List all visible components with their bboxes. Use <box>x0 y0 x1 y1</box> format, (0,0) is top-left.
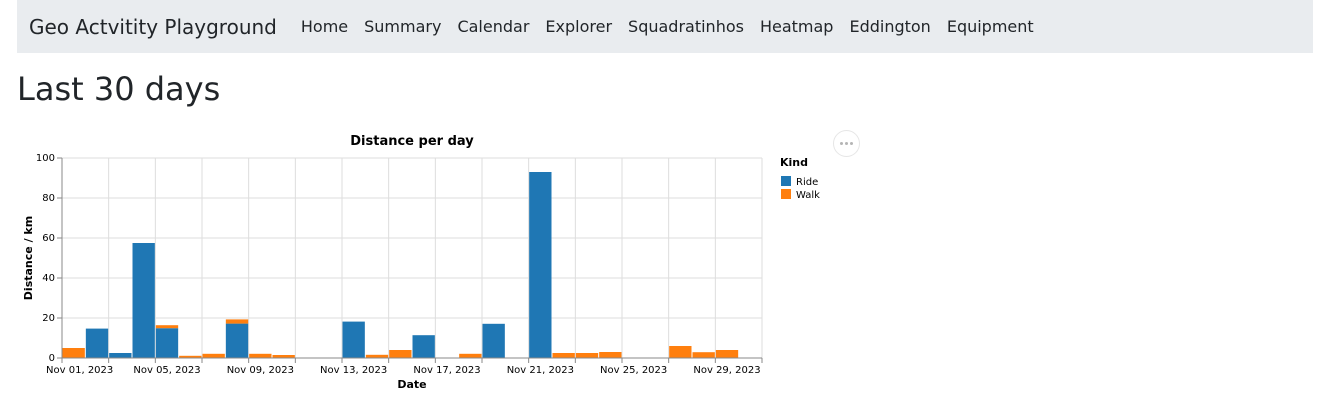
legend-label-ride: Ride <box>796 177 818 188</box>
bar-ride <box>155 328 179 358</box>
nav-equipment[interactable]: Equipment <box>946 17 1034 36</box>
nav-links: Home Summary Calendar Explorer Squadrati… <box>293 17 1042 36</box>
x-tick-label: Nov 09, 2023 <box>227 365 294 376</box>
bar-walk <box>599 352 622 358</box>
y-tick-label: 0 <box>49 353 55 364</box>
chart-title: Distance per day <box>350 134 474 149</box>
y-axis-title: Distance / km <box>22 216 35 300</box>
x-tick-label: Nov 17, 2023 <box>413 365 480 376</box>
page-title: Last 30 days <box>17 70 221 108</box>
bar-ride <box>412 335 435 358</box>
x-tick-label: Nov 05, 2023 <box>133 365 200 376</box>
nav-home[interactable]: Home <box>300 17 349 36</box>
x-tick-label: Nov 13, 2023 <box>320 365 387 376</box>
top-navbar: Geo Actvitity Playground Home Summary Ca… <box>17 0 1313 53</box>
bar-walk <box>202 353 225 358</box>
bar-ride <box>482 323 505 358</box>
bar-walk <box>552 353 575 358</box>
bar-walk <box>179 355 202 358</box>
legend-label-walk: Walk <box>796 190 820 201</box>
bar-walk <box>249 353 272 358</box>
nav-eddington[interactable]: Eddington <box>849 17 931 36</box>
bar-ride <box>529 172 552 358</box>
nav-heatmap[interactable]: Heatmap <box>759 17 834 36</box>
y-tick-label: 60 <box>42 233 55 244</box>
x-tick-label: Nov 21, 2023 <box>507 365 574 376</box>
bar-walk <box>272 355 295 358</box>
distance-chart: 0 20 40 60 80 100 Nov 01, 2023 Nov 05, 2023 Nov … <box>0 118 900 405</box>
y-tick-label: 40 <box>42 273 55 284</box>
chart-actions-menu-button[interactable] <box>833 130 860 157</box>
y-tick-label: 100 <box>36 153 55 164</box>
bar-walk <box>669 346 692 358</box>
nav-calendar[interactable]: Calendar <box>457 17 530 36</box>
bar-walk <box>575 353 599 358</box>
bar-ride <box>85 328 109 358</box>
bar-walk <box>155 325 179 329</box>
bar-walk <box>715 350 739 358</box>
y-tick-label: 80 <box>42 193 55 204</box>
ellipsis-icon <box>845 142 848 145</box>
x-axis-title: Date <box>397 378 426 391</box>
bar-ride <box>109 353 132 358</box>
bar-walk <box>459 353 482 358</box>
brand-link[interactable]: Geo Actvitity Playground <box>29 14 277 39</box>
x-tick-label: Nov 25, 2023 <box>600 365 667 376</box>
ellipsis-icon <box>840 142 843 145</box>
bar-ride <box>132 243 155 358</box>
bar-ride <box>342 321 365 358</box>
chart-svg: 0 20 40 60 80 100 Nov 01, 2023 Nov 05, 2023 Nov … <box>22 134 820 391</box>
ellipsis-icon <box>850 142 853 145</box>
bar-walk <box>62 348 85 358</box>
nav-explorer[interactable]: Explorer <box>545 17 613 36</box>
x-tick-label: Nov 29, 2023 <box>693 365 760 376</box>
nav-squadratinhos[interactable]: Squadratinhos <box>628 17 744 36</box>
bar-ride <box>225 323 249 358</box>
y-tick-label: 20 <box>42 313 55 324</box>
legend-swatch-walk <box>781 189 791 199</box>
bar-walk <box>389 350 412 358</box>
legend-title: Kind <box>780 156 808 169</box>
bar-walk <box>692 352 715 358</box>
bar-walk <box>365 354 389 358</box>
legend-swatch-ride <box>781 176 791 186</box>
x-tick-label: Nov 01, 2023 <box>46 365 113 376</box>
bar-walk <box>225 319 249 324</box>
nav-summary[interactable]: Summary <box>364 17 442 36</box>
